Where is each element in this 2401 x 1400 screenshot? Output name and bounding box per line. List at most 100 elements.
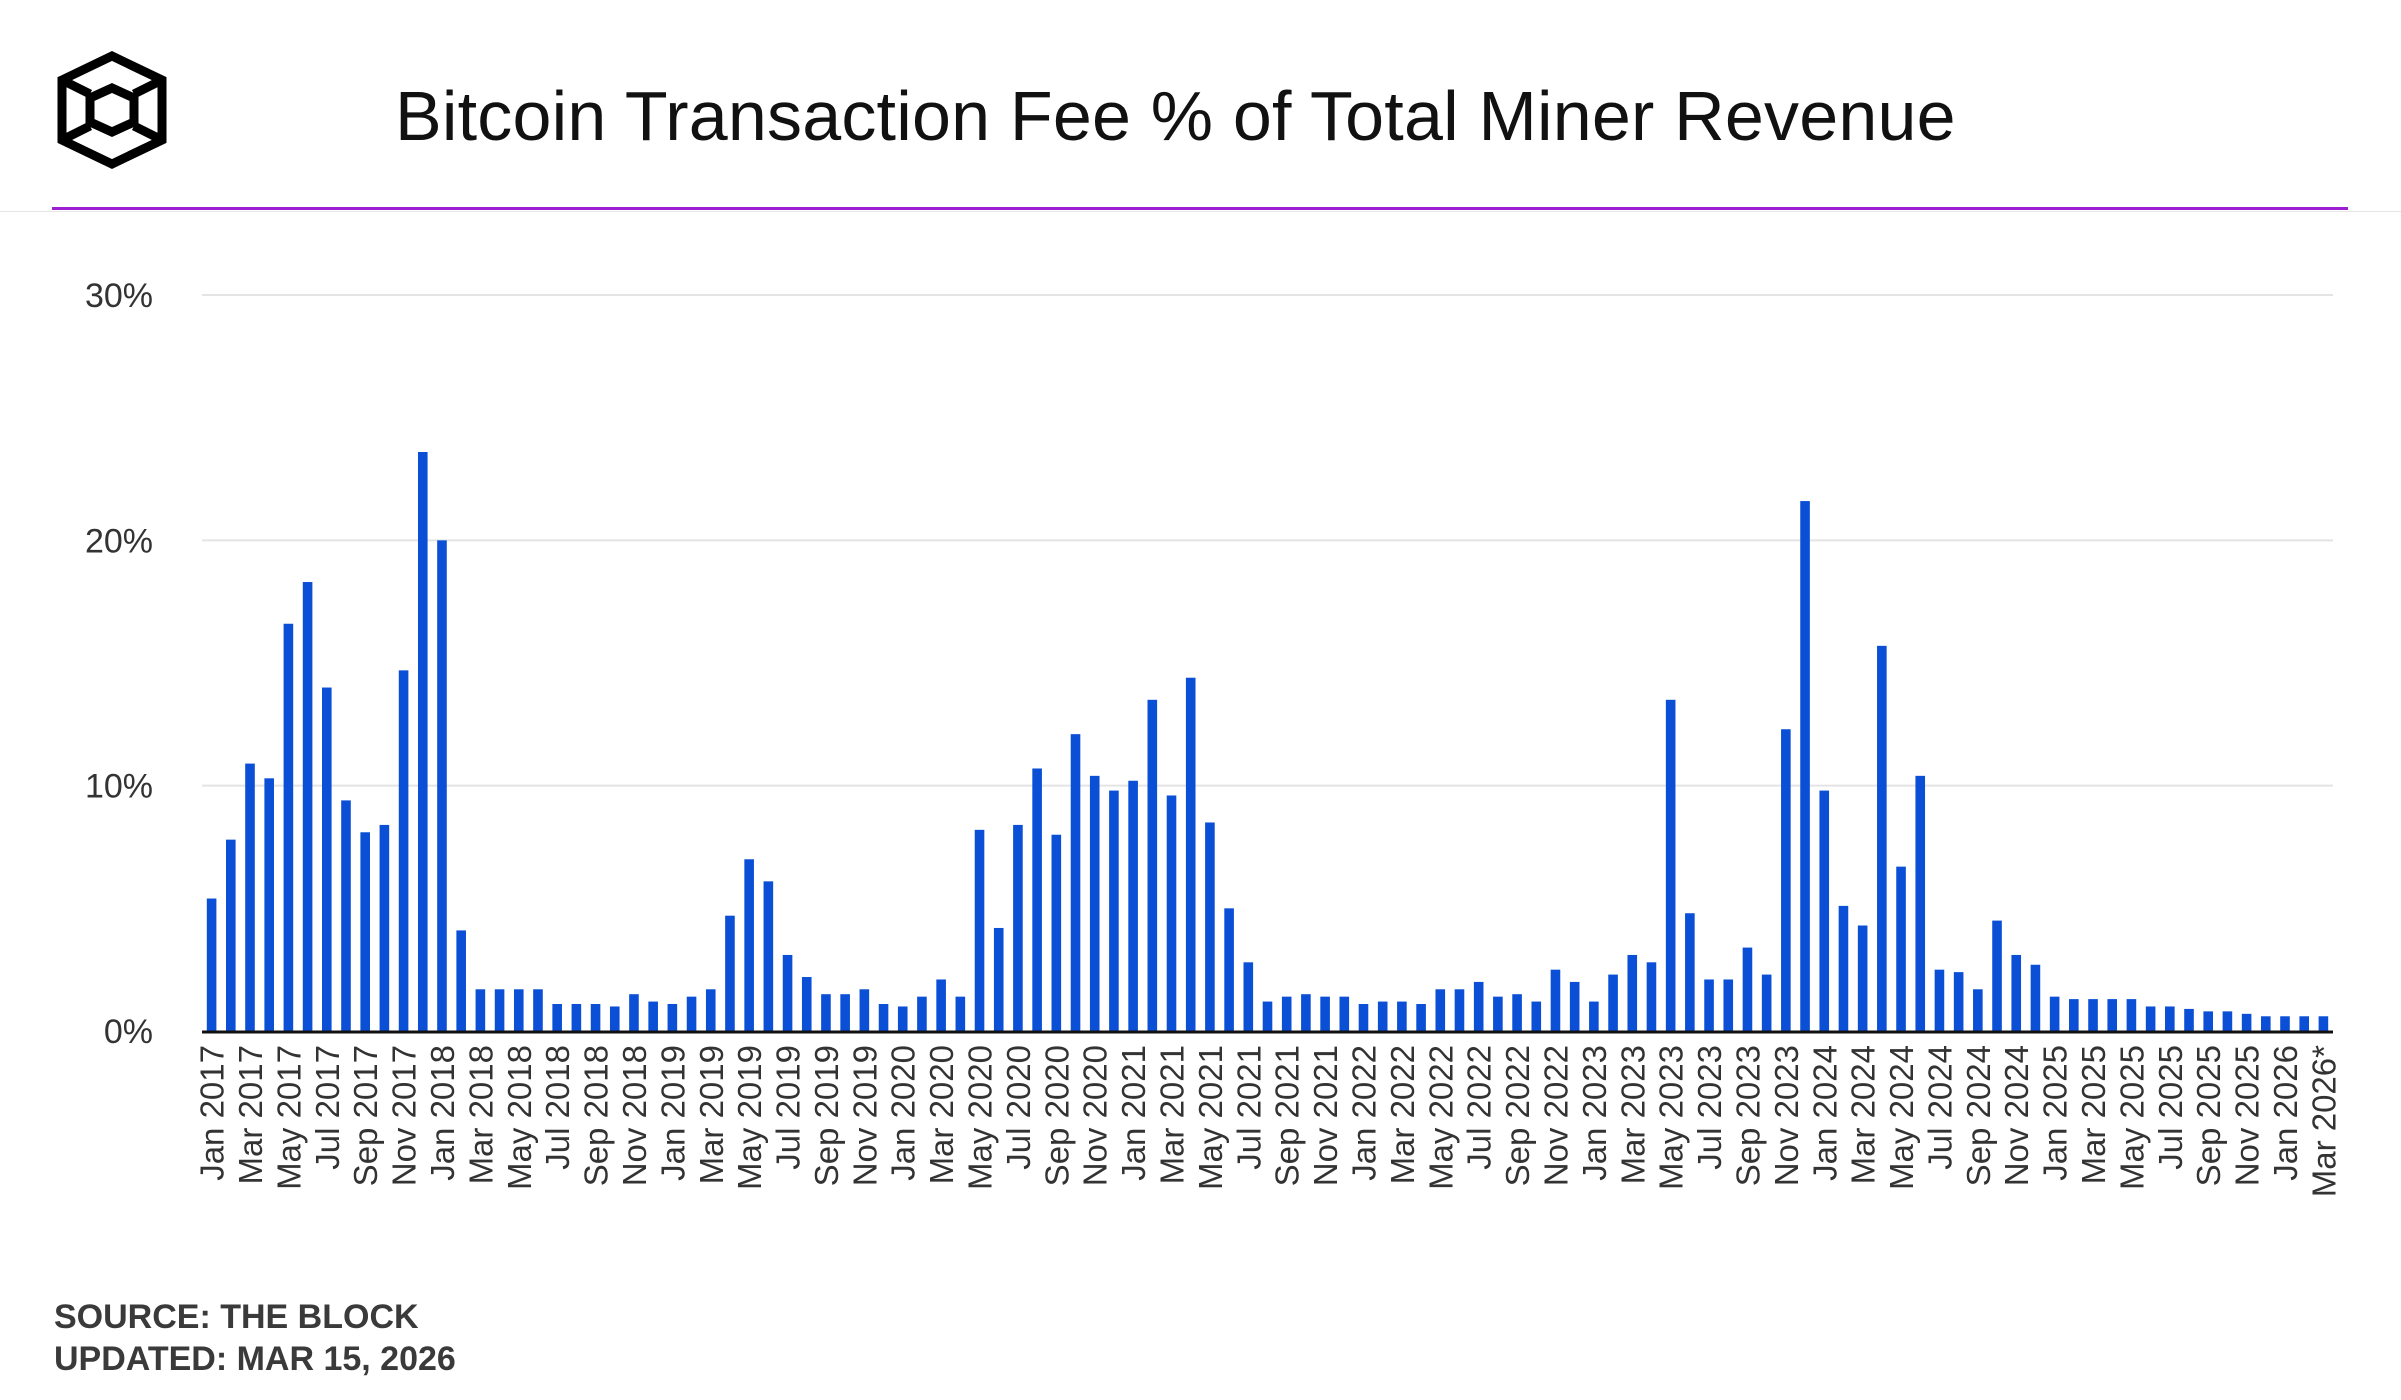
bar	[283, 623, 294, 1031]
bar	[1915, 775, 1926, 1031]
bar	[1857, 925, 1868, 1031]
bar	[1781, 729, 1791, 1031]
x-tick-label: Jul 2019	[770, 1045, 807, 1170]
bar	[1070, 734, 1081, 1031]
bar	[1185, 677, 1196, 1031]
x-tick-label: Jan 2020	[885, 1045, 922, 1181]
bar	[1128, 780, 1138, 1031]
bar	[2318, 1016, 2329, 1031]
bar	[763, 881, 774, 1031]
bar	[1089, 775, 1100, 1031]
bar	[1877, 645, 1887, 1031]
bar	[2241, 1013, 2252, 1031]
bar	[245, 763, 255, 1031]
x-tick-label: Jan 2024	[1806, 1045, 1843, 1181]
bar	[2165, 1006, 2175, 1031]
x-tick-label: Jul 2021	[1230, 1045, 1267, 1170]
bar	[437, 540, 447, 1031]
updated-note: UPDATED: MAR 15, 2026	[54, 1340, 456, 1378]
bar	[513, 989, 524, 1031]
bar	[2145, 1006, 2156, 1031]
bar	[1109, 790, 1119, 1031]
bar	[1454, 989, 1465, 1031]
bar	[360, 832, 370, 1031]
bar	[1416, 1004, 1426, 1031]
bar	[609, 1006, 620, 1031]
bar	[840, 994, 850, 1031]
x-tick-label: Sep 2022	[1499, 1045, 1536, 1186]
bar	[1973, 989, 1983, 1031]
bar	[533, 989, 543, 1031]
bar	[1493, 996, 1503, 1031]
x-tick-label: Mar 2024	[1845, 1045, 1882, 1184]
x-tick-label: May 2023	[1653, 1045, 1690, 1190]
bar	[321, 687, 332, 1031]
chart-header: Bitcoin Transaction Fee % of Total Miner…	[0, 0, 2401, 212]
bar-chart: 0%10%20%30%Jan 2017 Mar 2017 May 2017 Jul 2…	[85, 277, 2342, 1197]
x-tick-label: May 2021	[1192, 1045, 1229, 1190]
x-tick-label: Jan 2019	[654, 1045, 691, 1181]
x-tick-label: Mar 2021	[1154, 1045, 1191, 1184]
bar	[1397, 1001, 1407, 1031]
bar	[1896, 866, 1906, 1031]
bar	[1051, 834, 1062, 1031]
chart-footer: SOURCE: THE BLOCK UPDATED: MAR 15, 2026	[54, 1296, 456, 1380]
bar	[1953, 972, 1964, 1031]
x-tick-label: Jan 2026	[2267, 1045, 2304, 1181]
bar	[1205, 822, 1215, 1031]
x-tick-label: Mar 2017	[232, 1045, 269, 1184]
bar	[1838, 905, 1849, 1031]
bar	[1320, 996, 1330, 1031]
bar	[1013, 824, 1023, 1031]
title-accent-rule	[52, 207, 2348, 210]
bar	[1685, 913, 1695, 1031]
x-tick-label: Nov 2018	[616, 1045, 653, 1186]
bar	[993, 927, 1004, 1031]
bar	[571, 1004, 582, 1031]
x-tick-label: Sep 2024	[1960, 1045, 1997, 1186]
bar	[1800, 501, 1810, 1032]
x-tick-label: May 2022	[1422, 1045, 1459, 1190]
bar	[782, 954, 793, 1031]
x-tick-label: Jan 2017	[194, 1045, 231, 1181]
x-tick-label: Sep 2023	[1729, 1045, 1766, 1186]
bar	[2261, 1016, 2271, 1031]
bar	[264, 778, 274, 1031]
bar	[917, 996, 927, 1031]
y-tick-label: 0%	[104, 1013, 153, 1051]
x-tick-label: Jul 2023	[1691, 1045, 1728, 1170]
x-tick-label: May 2020	[962, 1045, 999, 1190]
bar	[1377, 1001, 1388, 1031]
bar	[398, 670, 409, 1031]
bar	[1512, 994, 1522, 1031]
bar	[379, 824, 390, 1031]
x-tick-label: Jul 2022	[1461, 1045, 1498, 1170]
bar	[1704, 979, 1714, 1031]
x-tick-label: May 2024	[1883, 1045, 1920, 1190]
x-tick-label: Nov 2019	[846, 1045, 883, 1186]
x-tick-label: Jul 2017	[309, 1045, 346, 1170]
bar	[1665, 699, 1676, 1031]
x-tick-label: Jan 2022	[1345, 1045, 1382, 1181]
x-tick-label: Jan 2021	[1115, 1045, 1152, 1181]
bar	[648, 1001, 658, 1031]
bar	[801, 977, 812, 1031]
x-tick-label: Sep 2019	[808, 1045, 845, 1186]
x-tick-label: Sep 2018	[578, 1045, 615, 1186]
bar	[1646, 962, 1657, 1031]
bar	[1531, 1001, 1542, 1031]
bar	[821, 994, 831, 1031]
bar	[1301, 994, 1311, 1031]
x-tick-label: Jul 2020	[1000, 1045, 1037, 1170]
bar	[2107, 999, 2118, 1031]
bar	[1281, 996, 1292, 1031]
bar	[456, 930, 466, 1031]
bar	[2049, 996, 2060, 1031]
x-tick-label: May 2018	[501, 1045, 538, 1190]
bar	[955, 996, 966, 1031]
chart-title: Bitcoin Transaction Fee % of Total Miner…	[395, 77, 1956, 155]
x-tick-label: Mar 2020	[923, 1045, 960, 1184]
x-tick-label: Nov 2025	[2229, 1045, 2266, 1186]
bar	[897, 1006, 908, 1031]
bar	[667, 1004, 678, 1031]
